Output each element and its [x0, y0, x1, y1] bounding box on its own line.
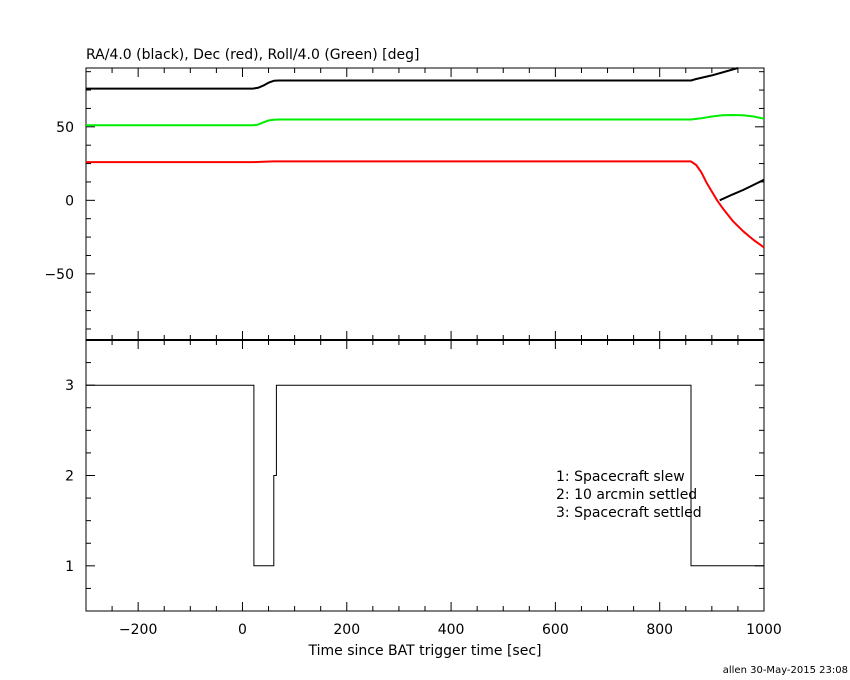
- series-line-0-1: [719, 178, 765, 202]
- bottom-y-tick-label: 3: [65, 378, 74, 394]
- x-axis-label: Time since BAT trigger time [sec]: [308, 643, 542, 659]
- status-step-line-0: [86, 384, 764, 567]
- bottom-y-tick-label: 2: [65, 469, 74, 485]
- series-line-2-0: [86, 160, 765, 249]
- bottom-y-tick-label: 1: [65, 559, 74, 575]
- x-tick-label: 800: [646, 622, 673, 638]
- top-panel-ticks: [85, 68, 765, 340]
- top-y-tick-label: 50: [56, 120, 74, 136]
- top-chart-title: RA/4.0 (black), Dec (red), Roll/4.0 (Gre…: [86, 47, 419, 63]
- top-panel: −50 0 50: [44, 67, 765, 341]
- bottom-panel-series: [86, 384, 764, 567]
- x-tick-label: 1000: [746, 622, 782, 638]
- annotation-1: 1: Spacecraft slew: [556, 469, 685, 485]
- bottom-panel-x-tick-labels: −200 0 200 400 600 800 1000: [119, 622, 782, 638]
- series-line-1-0: [86, 114, 765, 127]
- top-panel-y-tick-labels: −50 0 50: [44, 120, 74, 283]
- x-tick-label: −200: [119, 622, 157, 638]
- footer-stamp: allen 30-May-2015 23:08: [723, 665, 848, 676]
- top-y-tick-label: −50: [44, 267, 74, 283]
- x-tick-label: 0: [238, 622, 247, 638]
- x-tick-label: 200: [333, 622, 360, 638]
- x-tick-label: 600: [542, 622, 569, 638]
- top-panel-series: [86, 67, 765, 249]
- annotation-2: 2: 10 arcmin settled: [556, 487, 697, 503]
- top-y-tick-label: 0: [65, 193, 74, 209]
- bottom-panel-annotations: 1: Spacecraft slew 2: 10 arcmin settled 3:…: [556, 469, 702, 521]
- bottom-panel: 1 2 3 −200 0 200 400 600 800 1000 1: Spacecraft …: [65, 339, 782, 638]
- annotation-3: 3: Spacecraft settled: [556, 505, 702, 521]
- bottom-panel-y-tick-labels: 1 2 3: [65, 378, 74, 575]
- top-panel-frame: [85, 67, 765, 341]
- x-tick-label: 400: [438, 622, 465, 638]
- series-line-0-0: [86, 67, 739, 90]
